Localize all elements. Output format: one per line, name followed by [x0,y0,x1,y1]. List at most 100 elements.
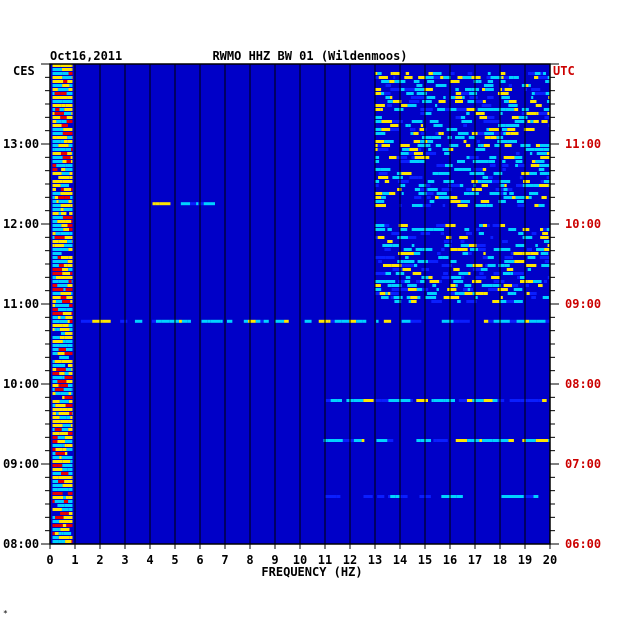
spectral-cell [57,284,68,287]
spectral-cell [61,472,69,475]
spectral-cell [61,540,66,543]
spectral-cell [52,348,59,351]
spectral-cell [67,80,73,83]
spectral-cell [458,292,465,295]
spectral-cell [531,92,535,95]
spectral-cell [467,72,473,75]
spectral-cell [398,224,408,227]
spectral-cell [388,399,400,402]
spectral-cell [411,120,423,123]
spectral-cell [52,236,55,239]
spectral-cell [514,108,519,111]
spectral-cell [60,92,67,95]
spectral-cell [64,268,69,271]
spectral-cell [63,264,68,267]
right-time-label: 11:00 [565,137,601,151]
spectral-cell [420,280,425,283]
spectral-cell [527,256,536,259]
spectral-cell [422,248,433,251]
spectral-cell [57,436,65,439]
spectral-cell [52,180,63,183]
spectral-cell [390,495,396,498]
spectral-cell [384,92,391,95]
spectral-cell [71,152,73,155]
plot-area [49,63,551,545]
spectral-cell [52,92,55,95]
spectral-cell [275,319,285,323]
spectral-cell [378,76,388,79]
spectral-cell [68,200,72,203]
spectral-cell [451,276,462,279]
spectral-cell [548,124,550,127]
spectral-cell [460,240,465,243]
x-tick-label: 5 [171,553,178,567]
spectral-cell [540,156,550,159]
spectral-cell [547,244,550,247]
spectral-feature [375,224,550,303]
spectral-cell [52,408,63,411]
spectral-cell [493,108,500,111]
spectral-cell [542,296,549,299]
spectral-cell [67,284,73,287]
spectral-cell [433,76,441,79]
spectral-cell [518,116,528,119]
spectral-cell [68,428,73,431]
spectral-cell [498,200,506,203]
spectral-cell [441,132,444,135]
spectral-cell [220,319,223,323]
spectral-cell [52,420,61,423]
spectral-cell [508,100,517,103]
spectral-cell [63,516,73,519]
spectral-cell [65,316,73,319]
spectral-cell [52,124,62,127]
spectral-cell [67,140,73,143]
spectral-cell [484,136,491,139]
spectral-cell [52,316,58,319]
spectral-cell [392,176,403,179]
spectral-cell [467,100,475,103]
spectral-cell [522,439,526,442]
spectral-cell [52,400,60,403]
spectral-cell [377,72,382,75]
spectral-cell [469,96,478,99]
spectral-cell [52,476,59,479]
spectral-cell [64,376,73,379]
spectral-cell [422,100,432,103]
spectral-cell [442,148,449,151]
spectral-cell [492,399,498,402]
spectral-cell [506,268,514,271]
spectral-cell [52,456,60,459]
spectral-cell [55,448,63,451]
spectral-cell [424,260,429,263]
spectral-cell [404,280,411,283]
spectral-cell [63,500,69,503]
spectral-cell [509,399,516,402]
spectral-cell [59,520,69,523]
spectral-cell [470,288,473,291]
spectral-cell [535,160,545,163]
spectral-cell [62,132,73,135]
spectral-cell [497,288,508,291]
spectral-cell [433,124,443,127]
spectral-cell [512,495,524,498]
spectral-cell [52,128,60,131]
spectral-cell [63,388,72,391]
spectral-cell [530,164,537,167]
spectral-cell [512,284,519,287]
spectral-cell [443,399,446,402]
spectral-cell [69,320,73,323]
spectral-cell [377,148,389,151]
spectral-cell [401,104,408,107]
spectral-cell [474,100,483,103]
spectral-cell [413,152,423,155]
spectral-cell [52,432,60,435]
spectral-cell [375,280,386,283]
spectral-cell [395,495,401,498]
spectral-cell [377,495,385,498]
spectral-cell [65,276,71,279]
spectral-cell [516,319,525,323]
spectral-cell [52,392,56,395]
spectral-cell [318,319,329,323]
spectral-cell [57,488,69,491]
spectral-cell [539,172,548,175]
